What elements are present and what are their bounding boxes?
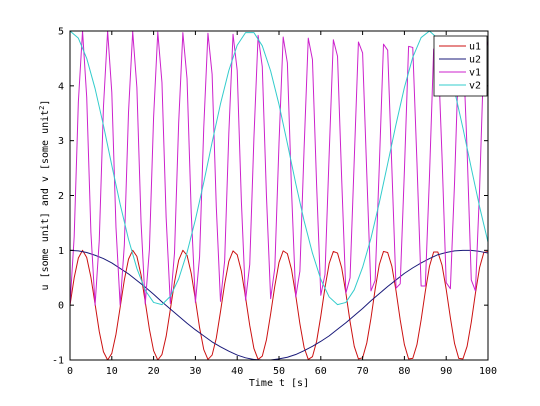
x-tick-label: 100 bbox=[479, 366, 497, 377]
legend-label-v2: v2 bbox=[469, 81, 481, 92]
y-axis-label-end: ] bbox=[40, 100, 51, 106]
y-axis-label-main: u [some unit] and v [some unit bbox=[40, 110, 51, 291]
x-tick-label: 40 bbox=[231, 366, 243, 377]
legend-label-v1: v1 bbox=[469, 68, 481, 79]
x-tick-label: 90 bbox=[440, 366, 452, 377]
series-line-u1 bbox=[69, 249, 489, 361]
y-axis-label: u [some unit] and v [some unit2] bbox=[38, 100, 51, 291]
legend: u1 u2 v1 v2 bbox=[433, 35, 488, 97]
x-tick-label: 20 bbox=[148, 366, 160, 377]
legend-label-u1: u1 bbox=[469, 42, 481, 53]
x-tick-label: 10 bbox=[106, 366, 118, 377]
x-tick-label: 0 bbox=[67, 366, 73, 377]
series-line-v2 bbox=[69, 30, 489, 306]
x-tick-label: 70 bbox=[357, 366, 369, 377]
x-axis-label: Time t [s] bbox=[249, 378, 309, 389]
x-tick-label: 30 bbox=[189, 366, 201, 377]
y-tick-label: 4 bbox=[58, 81, 64, 92]
y-tick-label: 5 bbox=[58, 27, 64, 38]
y-tick-label: 3 bbox=[58, 136, 64, 147]
y-tick-label: 1 bbox=[58, 246, 64, 257]
plot-area bbox=[70, 31, 488, 360]
x-tick-label: 50 bbox=[273, 366, 285, 377]
y-tick-label: -1 bbox=[52, 356, 64, 367]
series-line-v1 bbox=[69, 30, 489, 306]
y-tick-label: 2 bbox=[58, 191, 64, 202]
legend-label-u2: u2 bbox=[469, 55, 481, 66]
x-tick-label: 60 bbox=[315, 366, 327, 377]
x-axis: 0 10 20 30 40 50 60 70 80 90 100 bbox=[67, 31, 497, 377]
y-tick-label: 0 bbox=[58, 301, 64, 312]
y-axis-label-superscript: 2 bbox=[38, 106, 46, 110]
x-tick-label: 80 bbox=[398, 366, 410, 377]
